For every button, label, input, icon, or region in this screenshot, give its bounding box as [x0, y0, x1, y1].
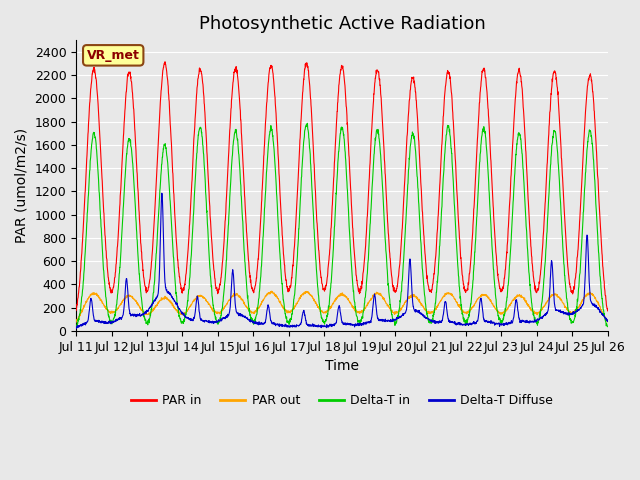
Legend: PAR in, PAR out, Delta-T in, Delta-T Diffuse: PAR in, PAR out, Delta-T in, Delta-T Dif… [126, 389, 558, 412]
Y-axis label: PAR (umol/m2/s): PAR (umol/m2/s) [15, 128, 29, 243]
Text: VR_met: VR_met [87, 49, 140, 62]
Title: Photosynthetic Active Radiation: Photosynthetic Active Radiation [198, 15, 485, 33]
X-axis label: Time: Time [325, 359, 359, 373]
